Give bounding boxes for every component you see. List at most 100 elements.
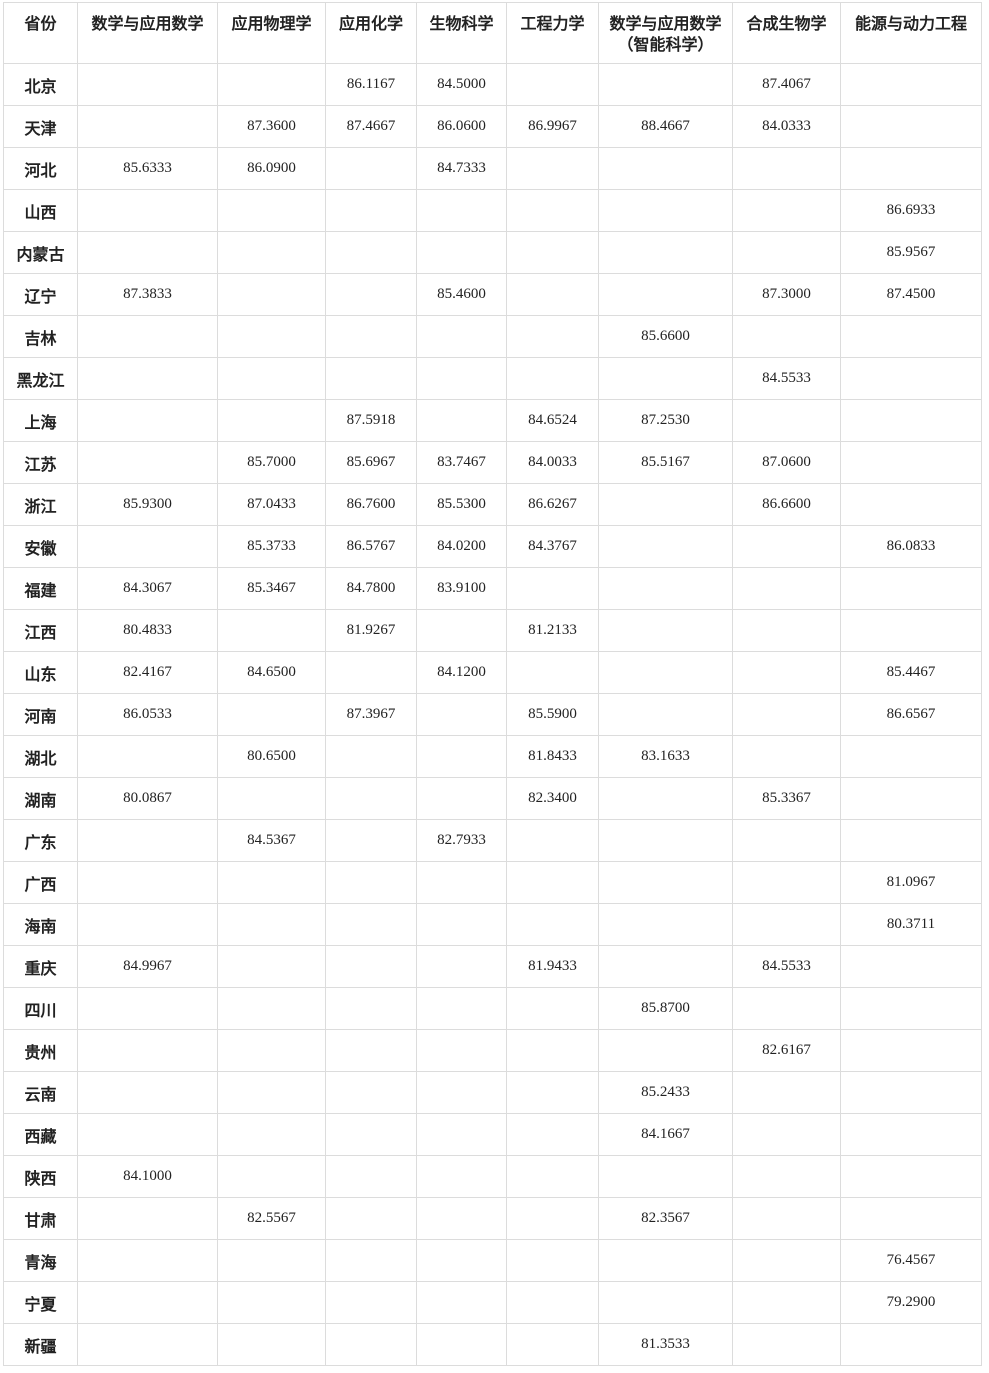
score-cell	[416, 1323, 507, 1366]
column-header: 数学与应用数学	[77, 2, 218, 64]
score-cell	[217, 315, 326, 358]
score-cell	[77, 231, 218, 274]
score-cell	[840, 357, 982, 400]
score-cell: 84.0200	[416, 525, 507, 568]
score-cell: 88.4667	[598, 105, 733, 148]
score-cell	[840, 819, 982, 862]
score-cell	[325, 1323, 417, 1366]
score-cell: 87.0433	[217, 483, 326, 526]
score-cell	[77, 315, 218, 358]
score-cell: 86.9967	[506, 105, 599, 148]
score-cell: 81.0967	[840, 861, 982, 904]
table-row: 黑龙江 84.5533	[3, 357, 982, 400]
score-cell	[217, 63, 326, 106]
province-cell: 海南	[3, 903, 78, 946]
score-cell	[325, 189, 417, 232]
province-cell: 广西	[3, 861, 78, 904]
score-cell	[840, 567, 982, 610]
score-cell	[416, 609, 507, 652]
score-cell	[598, 651, 733, 694]
score-cell	[416, 693, 507, 736]
score-cell	[325, 819, 417, 862]
score-cell	[598, 567, 733, 610]
score-cell	[217, 1155, 326, 1198]
score-cell	[217, 1071, 326, 1114]
score-cell: 81.3533	[598, 1323, 733, 1366]
score-cell: 79.2900	[840, 1281, 982, 1324]
score-cell: 80.4833	[77, 609, 218, 652]
header-row: 省份 数学与应用数学 应用物理学 应用化学 生物科学 工程力学 数学与应用数学（智能科学）合…	[3, 2, 982, 64]
score-cell	[77, 819, 218, 862]
table-row: 西藏 84.1667	[3, 1113, 982, 1156]
score-cell: 84.5533	[732, 945, 841, 988]
score-cell: 85.3367	[732, 777, 841, 820]
score-cell: 84.3067	[77, 567, 218, 610]
score-cell: 86.6600	[732, 483, 841, 526]
table-row: 广西 81.0967	[3, 861, 982, 904]
score-cell	[506, 1155, 599, 1198]
score-cell: 80.0867	[77, 777, 218, 820]
score-cell	[325, 273, 417, 316]
score-cell	[506, 63, 599, 106]
province-cell: 甘肃	[3, 1197, 78, 1240]
score-cell	[325, 1029, 417, 1072]
score-cell	[598, 147, 733, 190]
score-cell: 84.1000	[77, 1155, 218, 1198]
score-cell: 87.4500	[840, 273, 982, 316]
score-cell	[217, 861, 326, 904]
score-cell	[598, 945, 733, 988]
score-cell	[217, 273, 326, 316]
score-cell	[598, 609, 733, 652]
score-cell	[840, 1323, 982, 1366]
score-cell	[506, 903, 599, 946]
score-cell: 86.0533	[77, 693, 218, 736]
score-cell	[217, 1239, 326, 1282]
score-cell	[416, 1197, 507, 1240]
table-row: 河南 86.0533 87.3967 85.5900 86.6567	[3, 693, 982, 736]
province-cell: 河南	[3, 693, 78, 736]
score-cell	[325, 231, 417, 274]
score-cell	[506, 231, 599, 274]
score-cell	[325, 1197, 417, 1240]
score-cell: 85.6333	[77, 147, 218, 190]
score-cell	[732, 231, 841, 274]
score-cell	[77, 735, 218, 778]
table-row: 浙江 85.9300 87.0433 86.7600 85.5300 86.6267 86.…	[3, 483, 982, 526]
score-cell	[732, 1155, 841, 1198]
score-cell	[217, 1113, 326, 1156]
score-cell	[840, 315, 982, 358]
score-cell	[325, 861, 417, 904]
score-cell: 83.1633	[598, 735, 733, 778]
province-cell: 四川	[3, 987, 78, 1030]
score-cell	[77, 357, 218, 400]
province-cell: 山东	[3, 651, 78, 694]
province-cell: 重庆	[3, 945, 78, 988]
province-cell: 内蒙古	[3, 231, 78, 274]
table-row: 天津 87.3600 87.4667 86.0600 86.9967 88.4667 84.…	[3, 105, 982, 148]
score-cell	[598, 819, 733, 862]
score-cell: 83.9100	[416, 567, 507, 610]
score-cell: 87.2530	[598, 399, 733, 442]
score-cell	[840, 63, 982, 106]
score-cell	[217, 945, 326, 988]
score-cell	[325, 1239, 417, 1282]
table-row: 广东 84.5367 82.7933	[3, 819, 982, 862]
table-row: 云南 85.2433	[3, 1071, 982, 1114]
score-cell	[416, 1281, 507, 1324]
score-cell	[732, 399, 841, 442]
score-cell	[217, 399, 326, 442]
score-cell	[732, 525, 841, 568]
score-cell	[416, 945, 507, 988]
score-cell	[416, 861, 507, 904]
score-cell	[598, 273, 733, 316]
score-cell: 82.3567	[598, 1197, 733, 1240]
score-cell	[840, 483, 982, 526]
score-cell	[217, 357, 326, 400]
score-cell: 85.5300	[416, 483, 507, 526]
score-cell	[732, 987, 841, 1030]
table-row: 新疆 81.3533	[3, 1323, 982, 1366]
score-cell	[732, 861, 841, 904]
score-cell: 85.4600	[416, 273, 507, 316]
score-cell	[840, 399, 982, 442]
score-cell: 87.5918	[325, 399, 417, 442]
